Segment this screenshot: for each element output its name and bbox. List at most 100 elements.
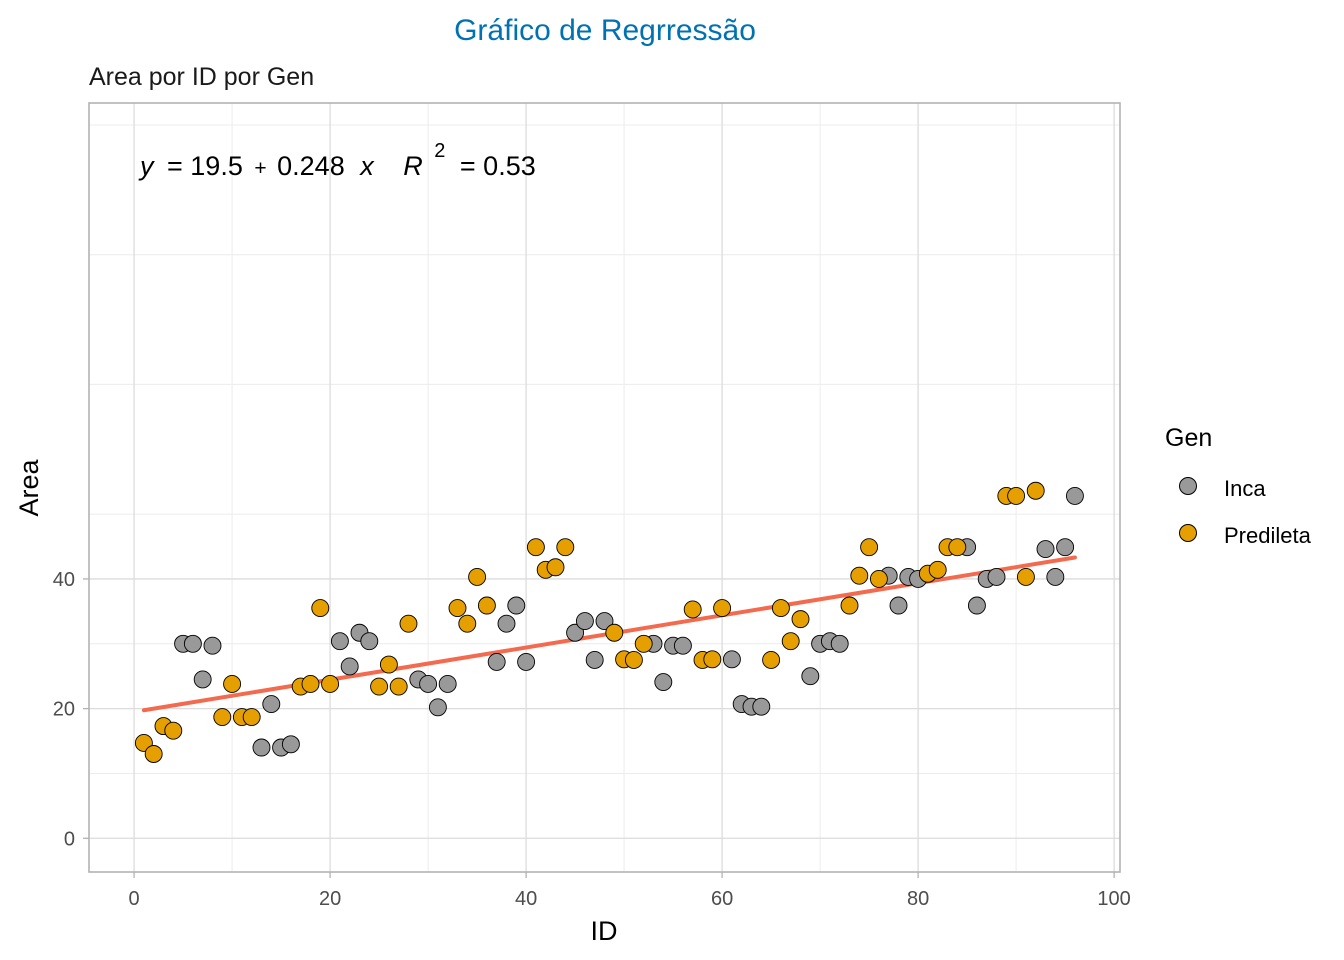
legend: Gen Inca Predileta (1165, 424, 1312, 548)
point-predileta (389, 677, 408, 696)
point-inca (595, 612, 614, 631)
x-tick-label: 0 (129, 888, 140, 910)
point-predileta (556, 538, 575, 557)
point-predileta (301, 675, 320, 693)
point-predileta (771, 599, 790, 618)
point-inca (673, 636, 692, 655)
x-tick-label: 20 (319, 888, 341, 910)
y-tick-label: 0 (64, 828, 75, 850)
point-predileta (144, 745, 163, 763)
point-inca (497, 614, 516, 633)
equation-r: R (403, 151, 423, 181)
point-predileta (321, 675, 340, 693)
point-predileta (928, 560, 947, 579)
point-predileta (948, 538, 967, 557)
point-inca (438, 675, 457, 693)
y-tick-label: 40 (53, 569, 75, 591)
x-tick-label: 100 (1097, 888, 1130, 910)
legend-key-inca (1179, 477, 1197, 495)
point-inca (252, 738, 271, 757)
point-predileta (448, 599, 467, 618)
point-inca (585, 651, 604, 669)
point-predileta (1016, 568, 1035, 586)
point-inca (487, 652, 506, 671)
points-layer (134, 481, 1084, 763)
point-inca (752, 697, 771, 716)
equation-intercept: = 19.5 (167, 151, 243, 181)
point-predileta (634, 634, 653, 653)
point-predileta (762, 651, 781, 669)
equation-r2: = 0.53 (460, 151, 536, 181)
legend-title: Gen (1165, 424, 1212, 452)
point-predileta (703, 650, 722, 669)
point-inca (1046, 568, 1065, 586)
point-inca (507, 596, 526, 615)
point-predileta (379, 655, 398, 674)
point-inca (987, 568, 1006, 586)
point-predileta (164, 721, 183, 740)
point-inca (193, 670, 212, 689)
grid-lines (89, 103, 1120, 872)
equation-x: x (358, 151, 375, 181)
legend-label-inca: Inca (1224, 476, 1266, 501)
point-inca (1036, 540, 1055, 559)
point-predileta (791, 610, 810, 629)
point-inca (654, 673, 673, 691)
point-predileta (477, 596, 496, 615)
point-inca (967, 596, 986, 615)
x-axis-label: ID (591, 916, 618, 946)
chart-title: Gráfico de Regrressão (454, 14, 756, 47)
point-predileta (624, 651, 643, 669)
point-inca (830, 634, 849, 653)
equation-y: y (138, 151, 155, 181)
point-inca (281, 735, 300, 754)
point-predileta (546, 558, 565, 577)
point-predileta (605, 623, 624, 642)
point-inca (419, 675, 438, 693)
point-predileta (458, 614, 477, 633)
y-axis-label: Area (14, 459, 44, 517)
point-predileta (869, 569, 888, 588)
point-inca (1065, 486, 1084, 505)
point-predileta (860, 538, 879, 557)
point-predileta (399, 614, 418, 633)
point-inca (262, 695, 281, 714)
point-predileta (781, 632, 800, 651)
point-inca (330, 632, 349, 651)
point-predileta (242, 708, 261, 726)
chart-subtitle: Area por ID por Gen (89, 63, 314, 91)
point-predileta (468, 568, 487, 586)
point-inca (183, 634, 202, 653)
point-predileta (683, 600, 702, 619)
point-inca (575, 612, 594, 631)
regression-equation: y = 19.5 + 0.248 x R 2 = 0.53 (138, 133, 536, 181)
equation-slope: 0.248 (277, 151, 345, 181)
point-predileta (370, 677, 389, 696)
point-predileta (526, 538, 545, 557)
equation-plus: + (254, 157, 266, 180)
point-predileta (1026, 481, 1045, 500)
point-inca (1056, 538, 1075, 557)
point-predileta (850, 566, 869, 585)
point-inca (722, 650, 741, 669)
x-tick-label: 80 (907, 888, 929, 910)
point-inca (360, 632, 379, 651)
legend-key-predileta (1179, 524, 1197, 542)
axis-ticks: 0 20 40 60 80 100 0 20 40 (53, 569, 1131, 910)
point-predileta (223, 675, 242, 693)
equation-exponent: 2 (434, 140, 445, 162)
point-inca (203, 636, 222, 655)
plot-panel-border (88, 102, 1121, 873)
point-predileta (840, 596, 859, 615)
point-predileta (213, 708, 232, 726)
point-inca (428, 698, 447, 717)
y-tick-label: 20 (53, 699, 75, 721)
point-inca (801, 667, 820, 686)
point-predileta (311, 599, 330, 618)
point-inca (889, 596, 908, 615)
x-tick-label: 60 (711, 888, 733, 910)
point-inca (517, 652, 536, 671)
point-inca (340, 657, 359, 676)
x-tick-label: 40 (515, 888, 537, 910)
